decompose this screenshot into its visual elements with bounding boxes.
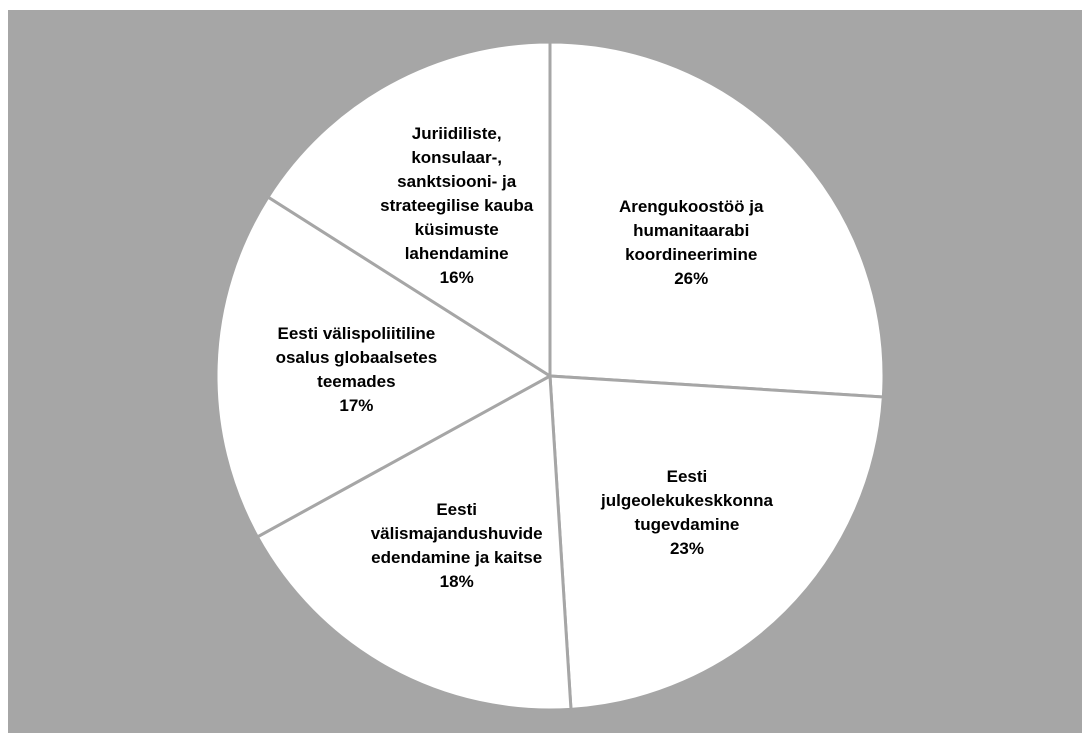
data-label: 16% xyxy=(439,268,474,288)
category-label: Arengukoostöö ja humanitaarabi koordinee… xyxy=(618,197,764,265)
category-label: Eesti välispoliitiline osalus globaalset… xyxy=(275,323,438,391)
data-label: 23% xyxy=(669,538,704,558)
pie-slice xyxy=(548,374,885,711)
pie-slice xyxy=(548,40,886,399)
category-label: Juriidiliste, konsulaar-, sanktsiooni- j… xyxy=(380,124,534,264)
slice-label: Eesti välispoliitiline osalus globaalset… xyxy=(267,322,445,418)
slice-label: Eesti välismajandushuvide edendamine ja … xyxy=(368,498,546,594)
slice-label: Eesti julgeolekukeskkonna tugevdamine 23% xyxy=(598,465,776,561)
category-label: Eesti välismajandushuvide edendamine ja … xyxy=(370,499,543,567)
slice-label: Juriidiliste, konsulaar-, sanktsiooni- j… xyxy=(368,122,546,290)
data-label: 17% xyxy=(339,395,374,415)
pie-slice xyxy=(255,373,573,712)
data-label: 18% xyxy=(439,571,474,591)
pie-slice xyxy=(265,40,552,379)
data-label: 26% xyxy=(674,269,709,289)
pie-slice xyxy=(214,194,553,539)
slice-label: Arengukoostöö ja humanitaarabi koordinee… xyxy=(602,195,780,291)
category-label: Eesti julgeolekukeskkonna tugevdamine xyxy=(600,466,773,534)
